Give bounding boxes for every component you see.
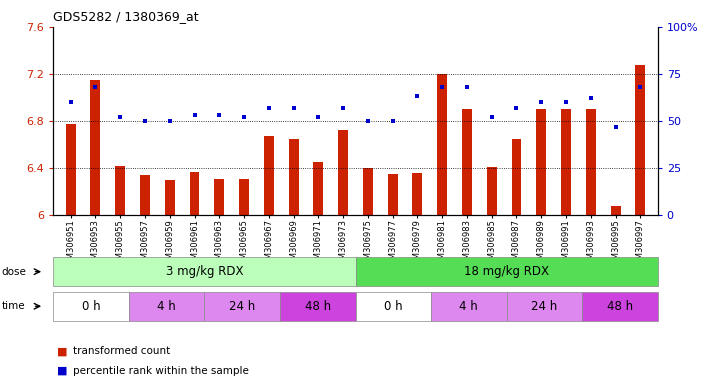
Bar <box>561 109 571 215</box>
Bar <box>536 109 546 215</box>
Point <box>139 118 151 124</box>
Point <box>114 114 126 120</box>
Bar <box>289 139 299 215</box>
Text: time: time <box>1 301 25 311</box>
Bar <box>140 175 150 215</box>
Point <box>461 84 473 90</box>
Bar <box>462 109 472 215</box>
Bar <box>115 166 125 215</box>
Bar <box>65 124 75 215</box>
Point <box>213 112 225 118</box>
Point <box>189 112 201 118</box>
Point <box>263 105 274 111</box>
Text: GDS5282 / 1380369_at: GDS5282 / 1380369_at <box>53 10 199 23</box>
Bar <box>264 136 274 215</box>
Bar <box>90 80 100 215</box>
Text: dose: dose <box>1 266 26 277</box>
Point <box>437 84 448 90</box>
Point <box>164 118 176 124</box>
Bar <box>165 180 175 215</box>
Point <box>362 118 373 124</box>
Point <box>338 105 349 111</box>
Text: 4 h: 4 h <box>459 300 479 313</box>
Point <box>535 99 547 105</box>
Point <box>288 105 299 111</box>
Bar <box>636 65 646 215</box>
Text: 48 h: 48 h <box>607 300 633 313</box>
Bar <box>487 167 497 215</box>
Bar <box>437 74 447 215</box>
Text: percentile rank within the sample: percentile rank within the sample <box>73 366 248 376</box>
Bar <box>239 179 249 215</box>
Point <box>560 99 572 105</box>
Bar <box>412 173 422 215</box>
Bar <box>511 139 521 215</box>
Point <box>313 114 324 120</box>
Text: 4 h: 4 h <box>157 300 176 313</box>
Text: transformed count: transformed count <box>73 346 170 356</box>
Point <box>635 84 646 90</box>
Text: 24 h: 24 h <box>229 300 255 313</box>
Point <box>238 114 250 120</box>
Text: ■: ■ <box>57 346 68 356</box>
Text: 48 h: 48 h <box>305 300 331 313</box>
Point <box>90 84 101 90</box>
Text: ■: ■ <box>57 366 68 376</box>
Bar <box>214 179 224 215</box>
Bar <box>314 162 324 215</box>
Text: 0 h: 0 h <box>82 300 100 313</box>
Text: 18 mg/kg RDX: 18 mg/kg RDX <box>464 265 549 278</box>
Text: 0 h: 0 h <box>384 300 402 313</box>
Bar <box>190 172 200 215</box>
Bar <box>387 174 397 215</box>
Point <box>387 118 398 124</box>
Bar <box>363 168 373 215</box>
Point <box>510 105 522 111</box>
Point <box>585 95 597 101</box>
Point <box>486 114 498 120</box>
Text: 24 h: 24 h <box>531 300 557 313</box>
Point <box>65 99 76 105</box>
Bar <box>586 109 596 215</box>
Point <box>610 124 621 130</box>
Text: 3 mg/kg RDX: 3 mg/kg RDX <box>166 265 243 278</box>
Point <box>412 93 423 99</box>
Bar <box>611 205 621 215</box>
Bar <box>338 131 348 215</box>
